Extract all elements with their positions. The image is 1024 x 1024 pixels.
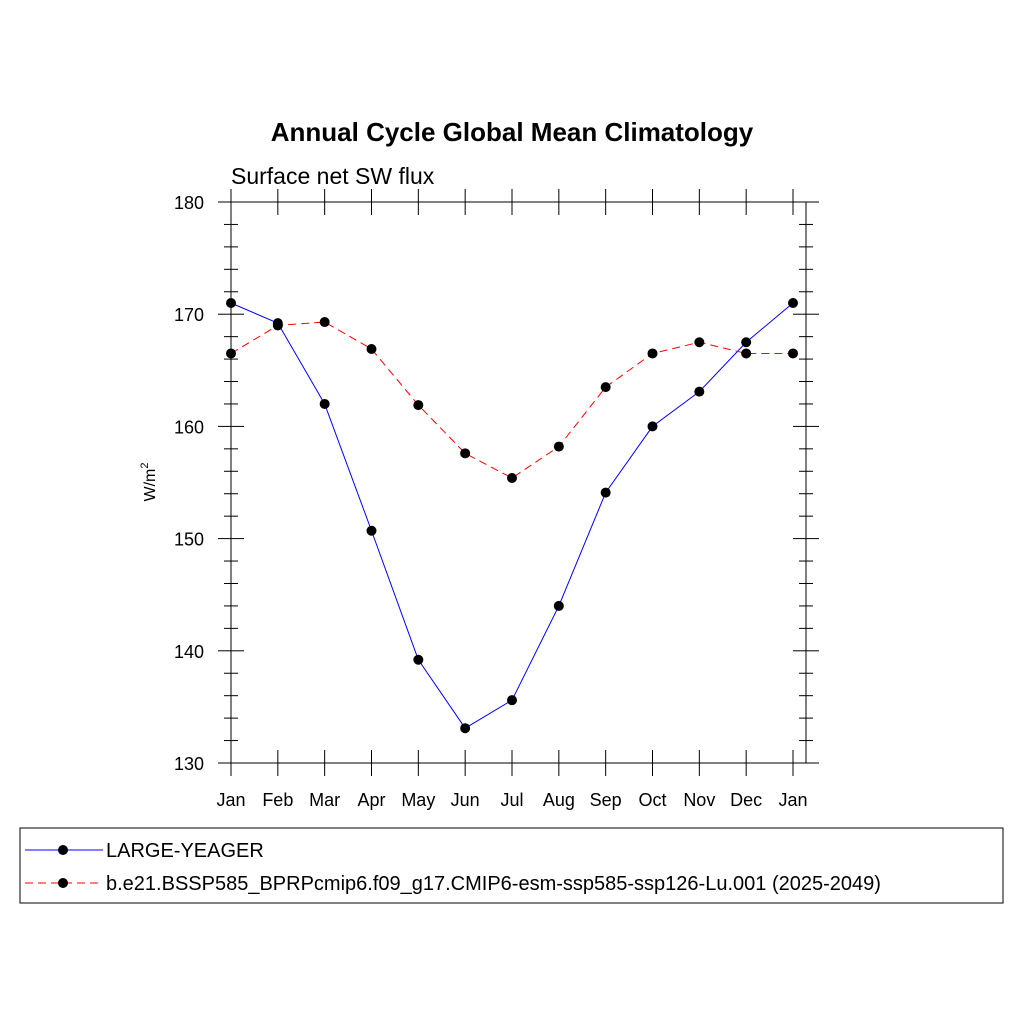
- y-tick-label: 130: [174, 754, 204, 774]
- plot-frame: [230, 201, 807, 764]
- series-2-point: [460, 448, 471, 459]
- y-tick-label: 180: [174, 193, 204, 213]
- y-tick-label: 160: [174, 417, 204, 437]
- x-tick-label: Apr: [357, 790, 385, 810]
- series-2-point: [741, 348, 752, 359]
- legend-label-2: b.e21.BSSP585_BPRPcmip6.f09_g17.CMIP6-es…: [106, 873, 881, 895]
- x-tick-label: May: [401, 790, 435, 810]
- series-1-point: [366, 525, 377, 536]
- series-1-point: [553, 600, 564, 611]
- y-axis-label: W/m2: [139, 463, 159, 502]
- legend-box: [19, 827, 1004, 904]
- series-line-2: [230, 321, 793, 479]
- series-2-point: [600, 382, 611, 393]
- legend: LARGE-YEAGER b.e21.BSSP585_BPRPcmip6.f09_…: [19, 827, 1004, 904]
- legend-marker-1: [58, 845, 68, 855]
- series-2-point: [366, 343, 377, 354]
- x-tick-label: Nov: [683, 790, 715, 810]
- x-tick-label: Jun: [451, 790, 480, 810]
- series-2-point: [788, 348, 798, 359]
- x-tick-label: Jan: [778, 790, 807, 810]
- series-2-point: [507, 473, 517, 484]
- series-1-point: [226, 297, 236, 308]
- x-tick-label: Jan: [216, 790, 245, 810]
- plot-area: 130 140 150 160 170 180 Jan Feb Mar Apr May Jun Jul A…: [174, 189, 819, 810]
- series-2-point: [272, 320, 283, 331]
- series-2-point: [553, 441, 564, 452]
- y-tick-label: 140: [174, 642, 204, 662]
- series-2-point: [319, 317, 330, 328]
- x-tick-label: Sep: [590, 790, 622, 810]
- x-tick-label: Dec: [730, 790, 762, 810]
- series-1-point: [319, 398, 330, 409]
- series-2-point: [226, 348, 236, 359]
- series-2-point: [647, 348, 658, 359]
- legend-label-1: LARGE-YEAGER: [106, 840, 264, 862]
- series-1-point: [647, 421, 658, 432]
- x-tick-label: Oct: [638, 790, 666, 810]
- series-1-point: [507, 695, 517, 706]
- x-tick-label: Jul: [500, 790, 523, 810]
- legend-marker-2: [58, 878, 68, 888]
- series-2-point: [694, 337, 705, 348]
- chart-subtitle: Surface net SW flux: [231, 163, 435, 189]
- x-tick-label: Aug: [543, 790, 575, 810]
- y-axis-label-superscript: 2: [139, 463, 151, 469]
- series-1-point: [413, 654, 424, 665]
- series-1-point: [788, 297, 798, 308]
- y-tick-label: 150: [174, 530, 204, 550]
- y-tick-label: 170: [174, 305, 204, 325]
- series-1-point: [741, 337, 752, 348]
- series-1-point: [460, 723, 471, 734]
- series-line-1: [230, 302, 794, 729]
- series-2-point: [413, 400, 424, 411]
- x-tick-label: Mar: [309, 790, 340, 810]
- series-1-point: [600, 487, 611, 498]
- x-tick-label: Feb: [262, 790, 293, 810]
- series-1-point: [694, 386, 705, 397]
- y-axis-label-base: W/m: [142, 469, 159, 502]
- chart-title: Annual Cycle Global Mean Climatology: [271, 117, 754, 147]
